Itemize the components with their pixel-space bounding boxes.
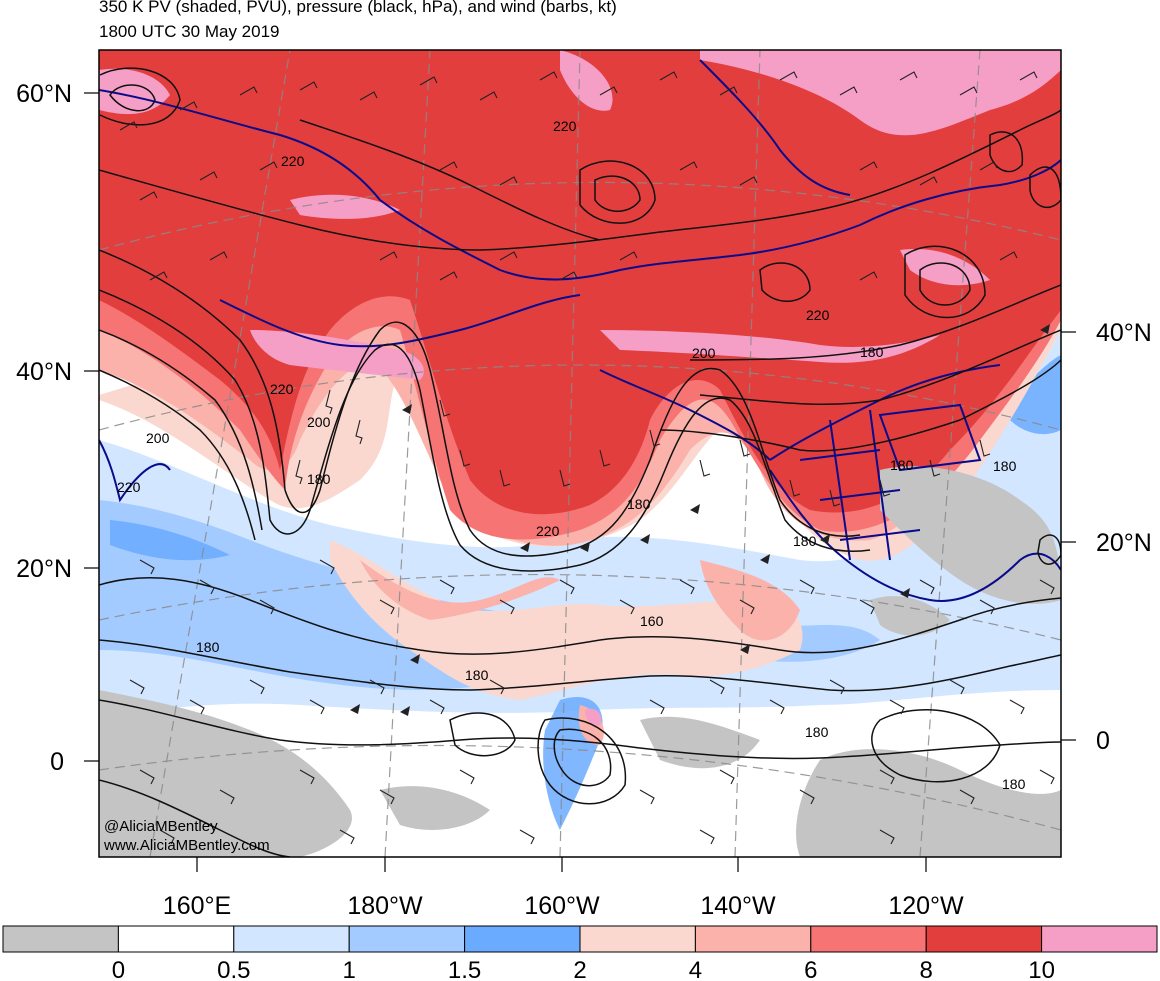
contour-label: 220 [553,118,577,134]
contour-label: 180 [805,724,829,740]
contour-label: 160 [640,613,664,629]
contour-label: 220 [806,307,830,323]
contour-label: 180 [465,667,489,683]
contour-label: 180 [993,458,1017,474]
coastlines [99,59,1061,602]
colorbar-swatch [348,925,466,953]
contour-label: 180 [627,496,651,512]
credit-handle: @AliciaMBentley [104,818,218,835]
colorbar-swatch [694,925,812,953]
colorbar-labels: 0 0.5 1 1.5 2 4 6 8 10 [112,957,1055,981]
colorbar-tick-label: 1.5 [448,957,481,981]
latitude-labels-left: 60°N 40°N 20°N 0 [16,80,72,776]
wind-barb-flags [350,324,1050,716]
lon-label-120w: 120°W [888,892,964,920]
lat-label-0-left: 0 [50,748,64,776]
lat-label-60n: 60°N [16,80,72,108]
valid-time: 1800 UTC 30 May 2019 [99,22,280,41]
colorbar-swatch [233,925,350,953]
colorbar-tick-label: 0 [112,957,125,981]
contour-label: 220 [270,381,294,397]
lat-label-40n-left: 40°N [16,358,72,386]
lon-label-160e: 160°E [163,892,231,920]
lat-label-20n-right: 20°N [1096,529,1152,557]
pv-field-dark-red [99,50,1061,515]
pressure-contours [99,67,1061,857]
contour-label: 180 [890,457,914,473]
colorbar-swatch [2,925,119,953]
map-frame [98,49,1062,858]
map-panel: 220 220 220 220 220 200 200 200 180 180 … [99,50,1061,857]
pv-field-pink [99,50,1061,726]
colorbar-swatch [579,925,696,953]
colorbar-tick-label: 1 [343,957,356,981]
lon-label-180w: 180°W [347,892,423,920]
contour-label: 220 [281,153,305,169]
contour-label: 180 [196,639,220,655]
colorbar-swatch [925,925,1043,953]
longitude-labels: 160°E 180°W 160°W 140°W 120°W [163,892,964,920]
lat-label-0-right: 0 [1096,727,1110,755]
contour-label: 220 [117,479,141,495]
contour-labels: 220 220 220 220 220 200 200 200 180 180 … [117,118,1026,792]
left-ticks [84,92,99,762]
colorbar-tick-label: 0.5 [217,957,250,981]
contour-label: 200 [146,430,170,446]
contour-label: 180 [793,533,817,549]
lat-label-20n-left: 20°N [16,555,72,583]
lon-label-160w: 160°W [524,892,600,920]
credit-website: www.AliciaMBentley.com [103,837,270,854]
contour-label: 200 [692,345,716,361]
contour-label: 220 [536,523,560,539]
latitude-labels-right: 40°N 20°N 0 [1096,319,1152,755]
contour-label: 180 [860,344,884,360]
colorbar-tick-label: 6 [804,957,817,981]
colorbar-tick-label: 10 [1028,957,1055,981]
lon-label-140w: 140°W [700,892,776,920]
right-ticks [1061,331,1076,741]
wind-barbs [119,71,1055,845]
colorbar-tick-label: 2 [573,957,586,981]
lat-label-40n-right: 40°N [1096,319,1152,347]
colorbar-swatch [117,925,235,953]
map-title: 350 K PV (shaded, PVU), pressure (black,… [99,0,617,16]
colorbar-tick-label: 8 [920,957,933,981]
bottom-ticks [196,857,927,872]
contour-label: 180 [307,471,331,487]
contour-label: 200 [307,414,331,430]
colorbar-swatch [1041,925,1158,953]
contour-label: 180 [1002,776,1026,792]
colorbar [2,925,1158,953]
colorbar-swatch [810,925,927,953]
colorbar-tick-label: 4 [689,957,702,981]
colorbar-swatch [464,925,581,953]
